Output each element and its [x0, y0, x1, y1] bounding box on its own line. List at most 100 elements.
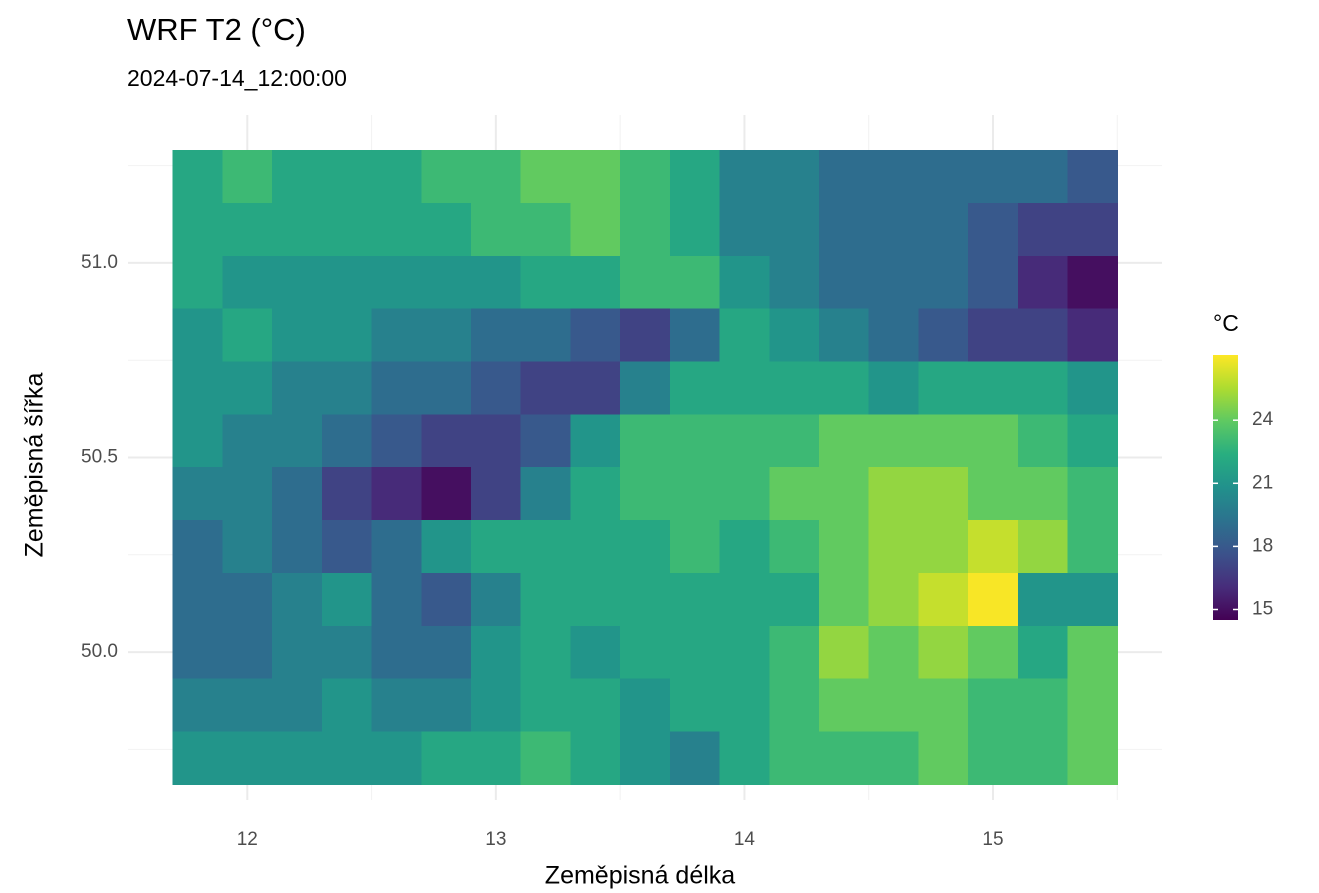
raster-cell	[173, 309, 223, 362]
raster-cell	[968, 679, 1018, 732]
raster-cell	[968, 150, 1018, 203]
raster-cell	[1068, 361, 1118, 414]
raster-cell	[1068, 467, 1118, 520]
raster-cell	[918, 203, 968, 256]
raster-cell	[819, 732, 869, 785]
raster-cell	[173, 361, 223, 414]
raster-cell	[222, 150, 272, 203]
raster-cell	[819, 573, 869, 626]
raster-cell	[720, 467, 770, 520]
raster-cell	[521, 520, 571, 573]
raster-cell	[521, 150, 571, 203]
y-axis-title: Zeměpisná šířka	[21, 373, 49, 558]
raster-cell	[372, 467, 422, 520]
raster-cell	[670, 309, 720, 362]
raster-cell	[372, 520, 422, 573]
raster-cell	[272, 414, 322, 467]
raster-cell	[968, 414, 1018, 467]
raster-cell	[968, 626, 1018, 679]
raster-cell	[570, 520, 620, 573]
raster-cell	[1018, 309, 1068, 362]
raster-cell	[521, 679, 571, 732]
raster-cell	[819, 520, 869, 573]
raster-cell	[471, 256, 521, 309]
raster-cell	[819, 150, 869, 203]
raster-cell	[173, 573, 223, 626]
raster-cell	[471, 203, 521, 256]
raster-cell	[819, 626, 869, 679]
raster-cell	[272, 150, 322, 203]
raster-cell	[769, 679, 819, 732]
raster-cell	[670, 679, 720, 732]
raster-cell	[769, 361, 819, 414]
raster-cell	[720, 150, 770, 203]
raster-cell	[471, 573, 521, 626]
colorbar-tick-label: 15	[1252, 598, 1273, 619]
raster-cell	[720, 256, 770, 309]
raster-cell	[222, 361, 272, 414]
raster-cell	[272, 520, 322, 573]
raster-cell	[222, 309, 272, 362]
raster-cell	[869, 626, 919, 679]
raster-cell	[173, 467, 223, 520]
raster-cell	[570, 150, 620, 203]
raster-cell	[570, 626, 620, 679]
raster-cell	[819, 414, 869, 467]
raster-cell	[272, 361, 322, 414]
raster-cell	[570, 414, 620, 467]
raster-cell	[471, 361, 521, 414]
raster-cell	[1018, 573, 1068, 626]
raster-cell	[272, 679, 322, 732]
raster-cell	[670, 626, 720, 679]
raster-cell	[670, 150, 720, 203]
raster-cell	[1018, 626, 1068, 679]
raster-cell	[869, 309, 919, 362]
raster-cell	[272, 309, 322, 362]
raster-cell	[1068, 256, 1118, 309]
raster-cell	[570, 679, 620, 732]
raster-cell	[322, 203, 372, 256]
raster-cell	[869, 150, 919, 203]
raster-cell	[222, 203, 272, 256]
chart-subtitle: 2024-07-14_12:00:00	[127, 65, 347, 91]
x-tick-label: 14	[734, 829, 756, 850]
raster-cell	[918, 256, 968, 309]
y-tick-label: 50.0	[81, 641, 118, 662]
raster-cell	[322, 414, 372, 467]
raster-cell	[918, 150, 968, 203]
raster-cell	[421, 467, 471, 520]
raster-cell	[322, 679, 372, 732]
raster-cell	[620, 520, 670, 573]
raster-cell	[570, 256, 620, 309]
raster-cell	[521, 414, 571, 467]
raster-cell	[620, 732, 670, 785]
colorbar-tick-label: 18	[1252, 535, 1273, 556]
raster-cell	[421, 361, 471, 414]
plot-panel	[128, 115, 1162, 800]
raster-cell	[570, 467, 620, 520]
raster-cell	[1068, 626, 1118, 679]
raster-cell	[471, 520, 521, 573]
raster-cell	[869, 361, 919, 414]
raster-cell	[819, 679, 869, 732]
raster-cell	[521, 573, 571, 626]
raster-cell	[720, 361, 770, 414]
raster-cell	[869, 203, 919, 256]
raster-cell	[372, 626, 422, 679]
raster-cell	[670, 573, 720, 626]
raster-cell	[570, 361, 620, 414]
raster-cell	[372, 732, 422, 785]
raster-cell	[222, 679, 272, 732]
raster-cell	[620, 256, 670, 309]
raster-cell	[819, 467, 869, 520]
raster-cell	[720, 520, 770, 573]
raster-cell	[720, 732, 770, 785]
raster-cell	[1068, 414, 1118, 467]
raster-cell	[421, 679, 471, 732]
raster-cell	[1068, 203, 1118, 256]
raster-cell	[918, 573, 968, 626]
x-tick-label: 13	[485, 829, 506, 850]
colorbar-tick-label: 21	[1252, 472, 1273, 493]
raster-cell	[421, 626, 471, 679]
raster-cell	[918, 732, 968, 785]
